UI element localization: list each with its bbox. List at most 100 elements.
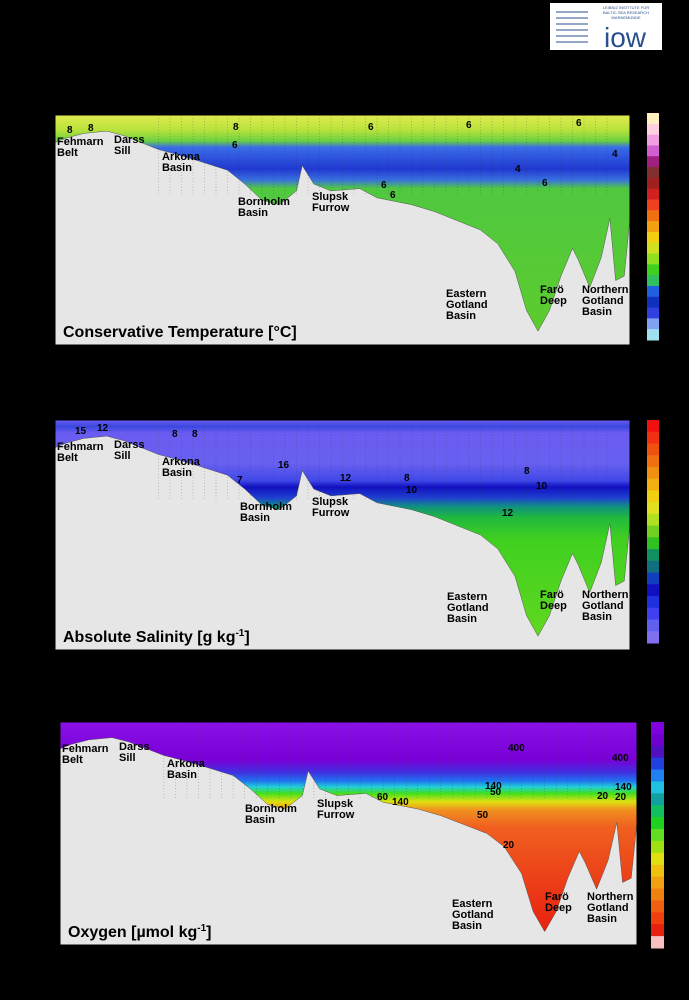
panel-title-text: Conservative Temperature [°C]: [63, 324, 297, 341]
basin-label: Fehmarn: [57, 441, 104, 453]
colorbar-segment: [647, 584, 659, 597]
basin-label: Belt: [62, 754, 83, 766]
basin-label: Deep: [545, 902, 572, 914]
contour-label: 20: [597, 791, 609, 802]
basin-label: Slupsk: [317, 798, 354, 810]
contour-label: 16: [278, 460, 290, 471]
colorbar-segment: [651, 840, 664, 854]
basin-label: Fehmarn: [57, 136, 104, 148]
basin-label: Furrow: [312, 507, 350, 519]
colorbar-segment: [651, 745, 664, 759]
basin-label: Basin: [245, 814, 275, 826]
basin-label: Sill: [119, 752, 136, 764]
colorbar-segment: [647, 221, 659, 233]
basin-label: Northern: [582, 589, 629, 601]
colorbar-segment: [647, 490, 659, 503]
basin-label: Basin: [452, 920, 482, 932]
colorbar-segment: [651, 900, 664, 913]
contour-label: 12: [97, 423, 109, 434]
colorbar-segment: [647, 199, 659, 211]
contour-label: 12: [340, 473, 352, 484]
contour-label: 6: [466, 120, 472, 131]
colorbar-segment: [647, 443, 659, 456]
colorbar-segment: [651, 876, 664, 890]
colorbar-segment: [651, 817, 664, 830]
colorbar-segment: [647, 329, 659, 341]
basin-label: Gotland: [452, 909, 494, 921]
basin-label: Basin: [167, 769, 197, 781]
panel-title: Conservative Temperature [°C]: [63, 324, 297, 341]
basin-label: Gotland: [582, 295, 624, 307]
contour-label: 10: [406, 485, 418, 496]
contour-label: 50: [490, 787, 502, 798]
water-section: [54, 114, 631, 332]
basin-label: Basin: [240, 512, 270, 524]
colorbar-segment: [647, 145, 659, 157]
colorbar-segment: [647, 478, 659, 491]
colorbar-segment: [647, 572, 659, 585]
basin-label: Eastern: [452, 898, 493, 910]
colorbar-segment: [651, 829, 664, 842]
colorbar-segment: [647, 513, 659, 527]
colorbar-segment: [647, 264, 659, 276]
panel-title-end: ]: [206, 924, 211, 941]
basin-label: Belt: [57, 452, 78, 464]
basin-label: Basin: [582, 611, 612, 623]
contour-label: 6: [390, 190, 396, 201]
colorbar-segment: [651, 805, 664, 818]
basin-label: Bornholm: [240, 501, 292, 513]
colorbar-segment: [647, 231, 659, 244]
basin-label: Basin: [162, 467, 192, 479]
basin-label: Northern: [582, 284, 629, 296]
colorbar-segment: [651, 769, 664, 782]
basin-label: Deep: [540, 600, 567, 612]
basin-label: Arkona: [162, 151, 201, 163]
panel-title-text: Absolute Salinity [g kg: [63, 629, 235, 646]
basin-label: Deep: [540, 295, 567, 307]
contour-label: 50: [477, 810, 489, 821]
colorbar-segment: [647, 307, 659, 319]
contour-label: 6: [232, 140, 238, 151]
logo: LEIBNIZ INSTITUTE FOR BALTIC SEA RESEARC…: [550, 3, 662, 53]
colorbar-segment: [651, 912, 664, 925]
contour-label: 140: [615, 782, 632, 793]
colorbar-segment: [647, 296, 659, 309]
colorbar-segment: [651, 936, 664, 949]
colorbar-segment: [647, 113, 659, 125]
colorbar-segment: [647, 134, 659, 146]
panel-border: [54, 114, 631, 346]
colorbar-segment: [651, 733, 664, 747]
basin-label: Slupsk: [312, 191, 349, 203]
contour-label: 60: [377, 792, 389, 803]
panel-border: [59, 721, 638, 946]
basin-label: Furrow: [312, 202, 350, 214]
basin-label: Basin: [162, 162, 192, 174]
colorbar-segment: [647, 188, 659, 200]
basin-label: Northern: [587, 891, 634, 903]
panel-border: [54, 419, 631, 651]
basin-label: Basin: [587, 913, 617, 925]
colorbar-segment: [647, 210, 659, 222]
contour-label: 8: [172, 429, 178, 440]
colorbar-segment: [651, 781, 664, 794]
contour-label: 400: [612, 753, 629, 764]
contour-label: 8: [404, 473, 410, 484]
colorbar-segment: [651, 924, 664, 937]
logo-name: iow: [604, 22, 647, 53]
contour-label: 8: [524, 466, 530, 477]
contour-label: 140: [485, 781, 502, 792]
basin-label: Fehmarn: [62, 743, 109, 755]
contour-label: 12: [502, 508, 514, 519]
basin-label: Slupsk: [312, 496, 349, 508]
colorbar-segment: [647, 253, 659, 265]
colorbar-segment: [647, 156, 659, 168]
basin-label: Basin: [446, 310, 476, 322]
colorbar-segment: [647, 537, 659, 550]
colorbar-segment: [651, 757, 664, 771]
colorbar-segment: [651, 888, 664, 901]
panel-title-sup: -1: [235, 628, 244, 639]
contour-label: 20: [503, 840, 515, 851]
